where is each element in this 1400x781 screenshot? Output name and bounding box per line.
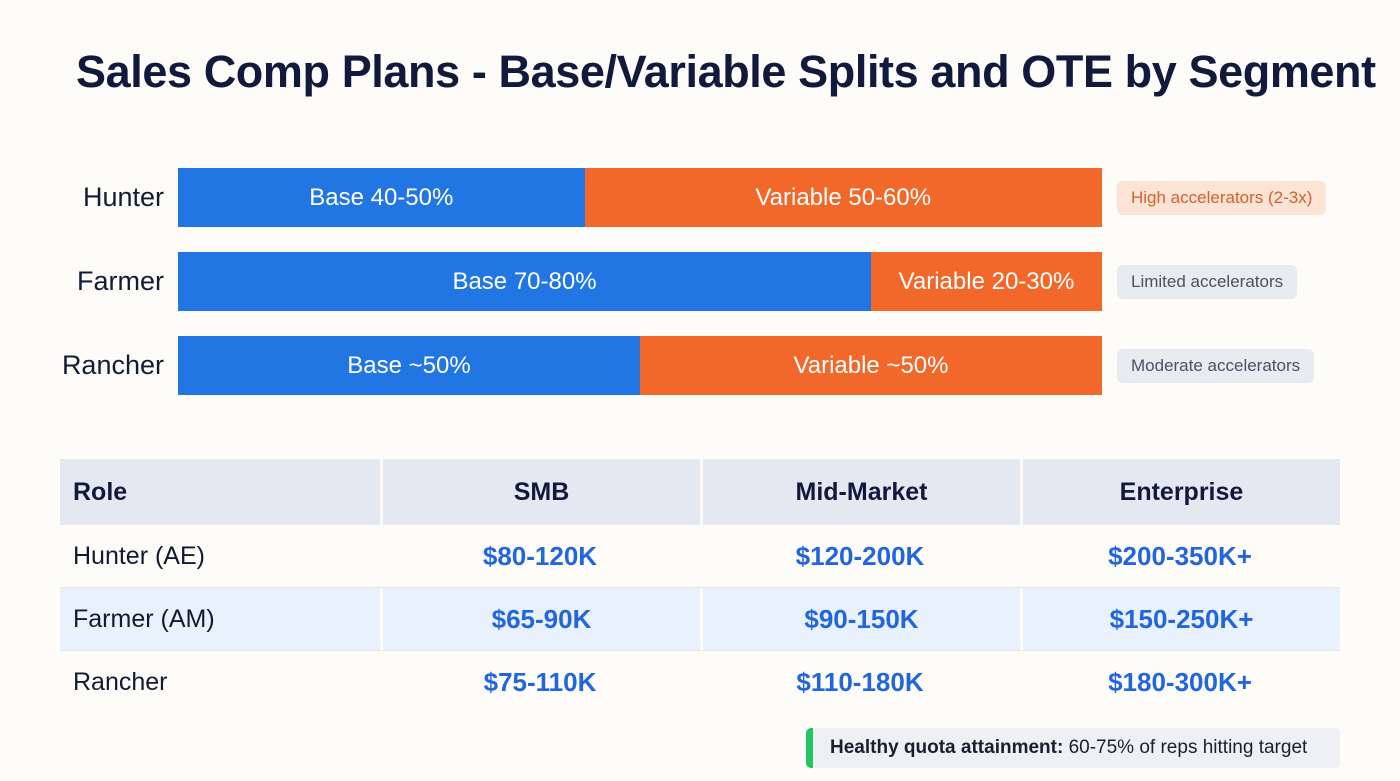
ote-table: Role SMB Mid-Market Enterprise Hunter (A… xyxy=(60,459,1340,713)
bar-row-hunter: Hunter Base 40-50% Variable 50-60% High … xyxy=(0,168,1400,227)
bar-row-rancher: Rancher Base ~50% Variable ~50% Moderate… xyxy=(0,336,1400,395)
table-header-midmarket: Mid-Market xyxy=(700,459,1020,525)
table-body: Hunter (AE) $80-120K $120-200K $200-350K… xyxy=(60,525,1340,713)
table-header-smb: SMB xyxy=(380,459,700,525)
table-row-divider xyxy=(60,587,1340,588)
bar-segment-variable-hunter: Variable 50-60% xyxy=(584,168,1102,227)
callout-label: Healthy quota attainment: xyxy=(830,737,1064,758)
callout-value: 60-75% of reps hitting target xyxy=(1063,737,1308,758)
cell-midmarket-hunter: $120-200K xyxy=(795,540,925,571)
table-header-role: Role xyxy=(60,459,380,525)
page-title: Sales Comp Plans - Base/Variable Splits … xyxy=(76,46,1376,97)
comp-split-bar-chart: Hunter Base 40-50% Variable 50-60% High … xyxy=(0,168,1400,420)
bar-label-farmer: Farmer xyxy=(77,266,164,296)
bar-label-rancher: Rancher xyxy=(61,350,164,380)
cell-midmarket-rancher: $110-180K xyxy=(796,666,924,697)
bar-row-farmer: Farmer Base 70-80% Variable 20-30% Limit… xyxy=(0,252,1400,311)
bar-track-hunter: Base 40-50% Variable 50-60% xyxy=(178,168,1102,227)
cell-enterprise-hunter: $200-350K+ xyxy=(1108,540,1252,571)
bar-track-rancher: Base ~50% Variable ~50% xyxy=(178,336,1102,395)
cell-smb-rancher: $75-110K xyxy=(483,666,597,697)
cell-smb-hunter: $80-120K xyxy=(482,540,598,571)
bar-segment-variable-farmer: Variable 20-30% xyxy=(871,252,1102,311)
cell-midmarket-farmer: $90-150K xyxy=(700,588,1020,650)
bar-segment-base-hunter: Base 40-50% xyxy=(178,168,585,227)
table-row: Rancher $75-110K $110-180K $180-300K+ xyxy=(60,651,1340,713)
bar-segment-base-rancher: Base ~50% xyxy=(178,336,640,395)
accelerator-badge-hunter: High accelerators (2-3x) xyxy=(1117,180,1327,215)
cell-enterprise-farmer: $150-250K+ xyxy=(1020,588,1340,650)
cell-role-rancher: Rancher xyxy=(73,667,168,696)
cell-enterprise-rancher: $180-300K+ xyxy=(1108,666,1252,697)
bar-label-hunter: Hunter xyxy=(82,182,164,212)
quota-attainment-callout: Healthy quota attainment: 60-75% of reps… xyxy=(806,728,1340,768)
cell-role-farmer: Farmer (AM) xyxy=(60,588,380,650)
table-row-divider xyxy=(60,650,1340,651)
table-header-row: Role SMB Mid-Market Enterprise xyxy=(60,459,1340,525)
callout-accent-bar xyxy=(806,728,813,768)
accelerator-badge-farmer: Limited accelerators xyxy=(1117,264,1298,299)
table-header-enterprise: Enterprise xyxy=(1020,459,1340,525)
table-header: Role SMB Mid-Market Enterprise xyxy=(60,459,1340,525)
cell-smb-farmer: $65-90K xyxy=(380,588,700,650)
table-row: Farmer (AM) $65-90K $90-150K $150-250K+ xyxy=(60,588,1340,650)
bar-track-farmer: Base 70-80% Variable 20-30% xyxy=(178,252,1102,311)
accelerator-badge-rancher: Moderate accelerators xyxy=(1117,348,1315,383)
callout-text: Healthy quota attainment: 60-75% of reps… xyxy=(813,737,1307,759)
bar-segment-variable-rancher: Variable ~50% xyxy=(640,336,1102,395)
table-row: Hunter (AE) $80-120K $120-200K $200-350K… xyxy=(60,525,1340,587)
cell-role-hunter: Hunter (AE) xyxy=(73,541,205,570)
bar-segment-base-farmer: Base 70-80% xyxy=(178,252,871,311)
